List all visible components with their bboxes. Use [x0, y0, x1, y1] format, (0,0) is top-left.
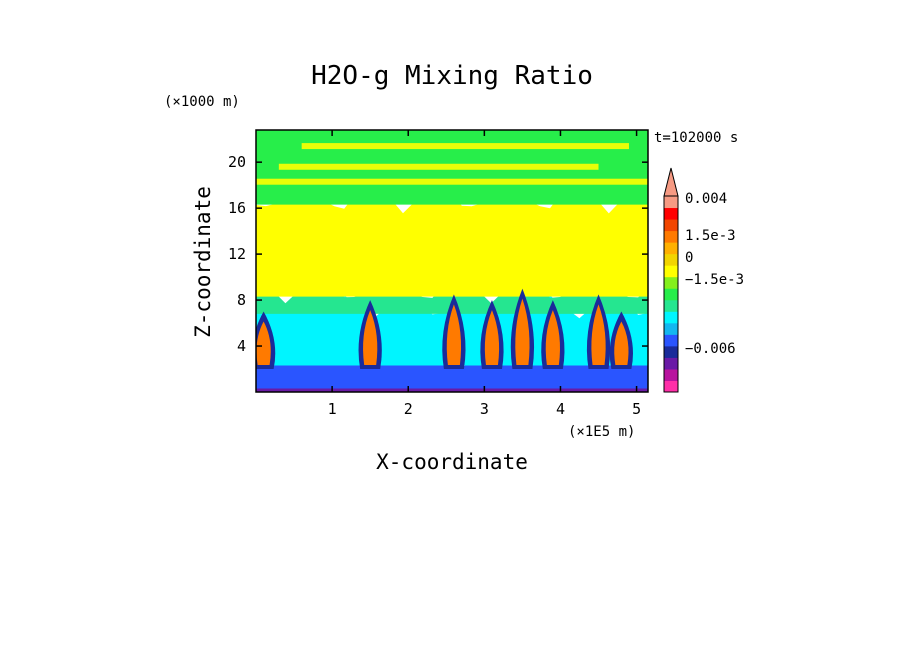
- colorbar-swatch: [664, 253, 678, 266]
- colorbar-swatch: [664, 196, 678, 209]
- x-tick-label: 2: [404, 400, 413, 418]
- colorbar-label: 0: [685, 250, 693, 266]
- y-tick-label: 16: [228, 199, 246, 217]
- colorbar-swatch: [664, 230, 678, 243]
- colorbar-swatch: [664, 345, 678, 358]
- colorbar-swatch: [664, 276, 678, 289]
- x-unit-label: (×1E5 m): [568, 424, 635, 440]
- heatmap-plume-core: [545, 310, 560, 366]
- colorbar-labels: 0.004 1.5e-3 0 −1.5e-3 −0.006: [685, 191, 744, 357]
- colorbar-swatch: [664, 311, 678, 324]
- colorbar-swatch: [664, 207, 678, 220]
- y-tick-label: 8: [237, 291, 246, 309]
- colorbar-label: −0.006: [685, 341, 736, 357]
- colorbar-swatch: [664, 242, 678, 255]
- colorbar-label: 1.5e-3: [685, 228, 736, 244]
- colorbar-swatch: [664, 265, 678, 278]
- x-axis-title: X-coordinate: [376, 450, 528, 474]
- colorbar-frame: [663, 195, 679, 393]
- y-tick-label: 12: [228, 245, 246, 263]
- heatmap-streak: [301, 143, 629, 150]
- chart-title: H2O-g Mixing Ratio: [311, 61, 593, 91]
- colorbar-arrow: [663, 167, 679, 197]
- y-tick-label: 4: [237, 337, 246, 355]
- heatmap-plume-core: [515, 298, 530, 366]
- x-tick-label: 4: [556, 400, 565, 418]
- colorbar-swatch: [664, 357, 678, 370]
- heatmap-plume-core: [256, 321, 271, 366]
- y-unit-label: (×1000 m): [164, 94, 240, 110]
- heatmap-plume-core: [446, 304, 462, 366]
- plot-frame: [255, 129, 649, 393]
- colorbar-swatch: [664, 299, 678, 312]
- colorbar-swatch: [664, 288, 678, 301]
- heatmap-streak: [256, 178, 648, 185]
- y-axis-title: Z-coordinate: [191, 186, 215, 338]
- heatmap-streak: [278, 163, 599, 170]
- colorbar-label: 0.004: [685, 191, 727, 207]
- heatmap-plume-core: [363, 310, 378, 366]
- colorbar-swatch: [664, 322, 678, 335]
- heatmap-plume-core: [591, 304, 606, 366]
- heatmap-layer: [256, 180, 648, 297]
- colorbar-swatch: [664, 334, 678, 347]
- y-tick-label: 20: [228, 153, 246, 171]
- colorbar-swatch: [664, 380, 678, 393]
- x-tick-label: 5: [632, 400, 641, 418]
- x-tick-label: 1: [328, 400, 337, 418]
- y-axis: 4 8 12 16 20: [228, 153, 648, 355]
- x-tick-label: 3: [480, 400, 489, 418]
- x-axis: 1 2 3 4 5: [328, 130, 641, 418]
- time-label: t=102000 s: [654, 130, 738, 146]
- colorbar-swatch: [664, 368, 678, 381]
- heatmap-plume-core: [484, 310, 500, 366]
- heatmap-plume-core: [614, 321, 629, 366]
- colorbar-label: −1.5e-3: [685, 272, 744, 288]
- colorbar-swatch: [664, 219, 678, 232]
- heatmap-field: [256, 130, 648, 392]
- colorbar: [663, 167, 679, 393]
